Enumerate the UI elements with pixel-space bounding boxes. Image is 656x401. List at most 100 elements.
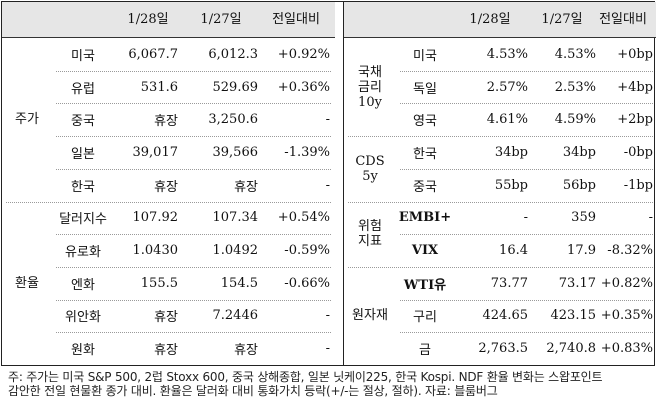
row-divider	[56, 136, 331, 138]
header-date2: 1/27일	[541, 12, 583, 27]
table-row: EMBI+ - 359 -	[396, 202, 656, 235]
value-change: -	[648, 210, 653, 226]
value-change: -0.66%	[284, 275, 330, 291]
value-date2: 휴장	[234, 179, 258, 195]
table-row: 구리 424.65 423.15 +0.35%	[396, 300, 656, 333]
value-date2: 39,566	[212, 144, 259, 160]
group-divider	[348, 266, 653, 268]
value-date1: 1.0430	[132, 243, 179, 259]
value-change: +2bp	[617, 112, 653, 128]
footnote-line1: 주: 주가는 미국 S&P 500, 2럽 Stoxx 600, 중국 상해종합…	[8, 370, 603, 384]
value-date2: 154.5	[220, 275, 258, 291]
value-date1: 4.61%	[486, 112, 528, 128]
value-date2: 4.59%	[554, 112, 596, 128]
group-label-text: 환율	[15, 275, 39, 291]
value-date1: 2,763.5	[478, 341, 528, 357]
panel-gap	[335, 2, 343, 365]
value-date2: 2,740.8	[546, 341, 596, 357]
row-label: 독일	[413, 81, 437, 97]
row-label: 엔화	[71, 277, 95, 293]
value-date1: 16.4	[499, 243, 528, 259]
value-date2: 2.53%	[554, 79, 596, 95]
value-date1: 휴장	[154, 343, 178, 359]
row-divider	[56, 103, 331, 105]
market-summary-table: 1/28일 1/27일 전일대비 주가 미국 6,067.7 6,012.3 +0.92…	[1, 1, 656, 366]
row-divider	[400, 299, 653, 301]
value-change: +0bp	[617, 46, 653, 62]
value-date2: 17.9	[567, 243, 596, 259]
value-date1: 55bp	[494, 177, 528, 193]
row-divider	[400, 332, 653, 334]
table-row: 엔화 155.5 154.5 -0.66%	[52, 267, 335, 300]
header-date1: 1/28일	[127, 12, 169, 27]
value-date1: 4.53%	[486, 46, 528, 62]
value-change: +0.54%	[277, 210, 330, 226]
row-divider	[400, 168, 653, 170]
value-change: -1bp	[623, 177, 653, 193]
row-divider	[400, 234, 653, 236]
value-date1: 424.65	[482, 308, 529, 324]
row-label: VIX	[411, 243, 439, 259]
table-row: 독일 2.57% 2.53% +4bp	[396, 71, 656, 104]
table-row: 일본 39,017 39,566 -1.39%	[52, 136, 335, 169]
value-change: +4bp	[617, 79, 653, 95]
value-date2: 56bp	[562, 177, 596, 193]
group-label-text: 위험 지표	[358, 219, 382, 250]
table-row: 중국 55bp 56bp -1bp	[396, 169, 656, 202]
value-date2: 7.2446	[212, 308, 259, 324]
row-label: 미국	[413, 48, 437, 64]
value-date1: 155.5	[140, 275, 178, 291]
group-divider	[348, 136, 653, 138]
group-label: 주가	[2, 38, 52, 202]
value-change: +0.36%	[277, 79, 330, 95]
footnote-line2: 감안한 전일 현물환 종가 대비. 환율은 달러화 대비 통화가치 등락(+/-…	[8, 384, 498, 398]
group-label-text: CDS 5y	[355, 153, 385, 184]
row-divider	[56, 168, 331, 170]
row-label: 위안화	[65, 310, 101, 326]
value-date2: 1.0492	[212, 243, 259, 259]
value-change: +0.82%	[600, 275, 653, 291]
group-label-text: 국채 금리 10y	[358, 64, 382, 110]
value-change: -	[325, 308, 330, 324]
value-change: -8.32%	[607, 243, 653, 259]
row-label: 유로화	[65, 245, 101, 261]
value-date1: 휴장	[154, 310, 178, 326]
value-change: -1.39%	[284, 144, 330, 160]
row-divider	[56, 70, 331, 72]
value-date1: 73.77	[490, 275, 528, 291]
group-label-text: 주가	[15, 112, 39, 128]
group-divider	[6, 201, 331, 203]
value-change: -0bp	[623, 144, 653, 160]
row-label: EMBI+	[398, 210, 452, 226]
table-row: 위안화 휴장 7.2446 -	[52, 300, 335, 333]
row-label: 한국	[413, 146, 437, 162]
table-row: 한국 휴장 휴장 -	[52, 169, 335, 202]
left-header: 1/28일 1/27일 전일대비	[2, 2, 335, 38]
row-label: 원화	[71, 343, 95, 359]
row-divider	[56, 234, 331, 236]
group-label: 국채 금리 10y	[344, 38, 396, 136]
group-label: 위험 지표	[344, 202, 396, 267]
row-divider	[400, 70, 653, 72]
value-date2: 107.34	[212, 210, 259, 226]
group-label: CDS 5y	[344, 136, 396, 201]
table-row: 한국 34bp 34bp -0bp	[396, 136, 656, 169]
value-change: +0.35%	[600, 308, 653, 324]
row-label: 구리	[413, 310, 437, 326]
row-label: 중국	[71, 114, 95, 130]
footnote: 주: 주가는 미국 S&P 500, 2럽 Stoxx 600, 중국 상해종합…	[8, 370, 652, 398]
row-divider	[56, 299, 331, 301]
value-change: -	[325, 112, 330, 128]
row-label: WTI유	[403, 277, 447, 293]
right-panel: 1/28일 1/27일 전일대비 국채 금리 10y 미국 4.53% 4.53% +0…	[343, 2, 656, 365]
table-row: 유럽 531.6 529.69 +0.36%	[52, 71, 335, 104]
value-date1: 107.92	[132, 210, 179, 226]
group-label-text: 원자재	[352, 308, 388, 324]
value-change: -	[325, 341, 330, 357]
table-row: 중국 휴장 3,250.6 -	[52, 103, 335, 136]
row-label: 유럽	[71, 81, 95, 97]
value-change: +0.83%	[600, 341, 653, 357]
value-change: +0.92%	[277, 46, 330, 62]
row-label: 한국	[71, 179, 95, 195]
table-row: VIX 16.4 17.9 -8.32%	[396, 234, 656, 267]
